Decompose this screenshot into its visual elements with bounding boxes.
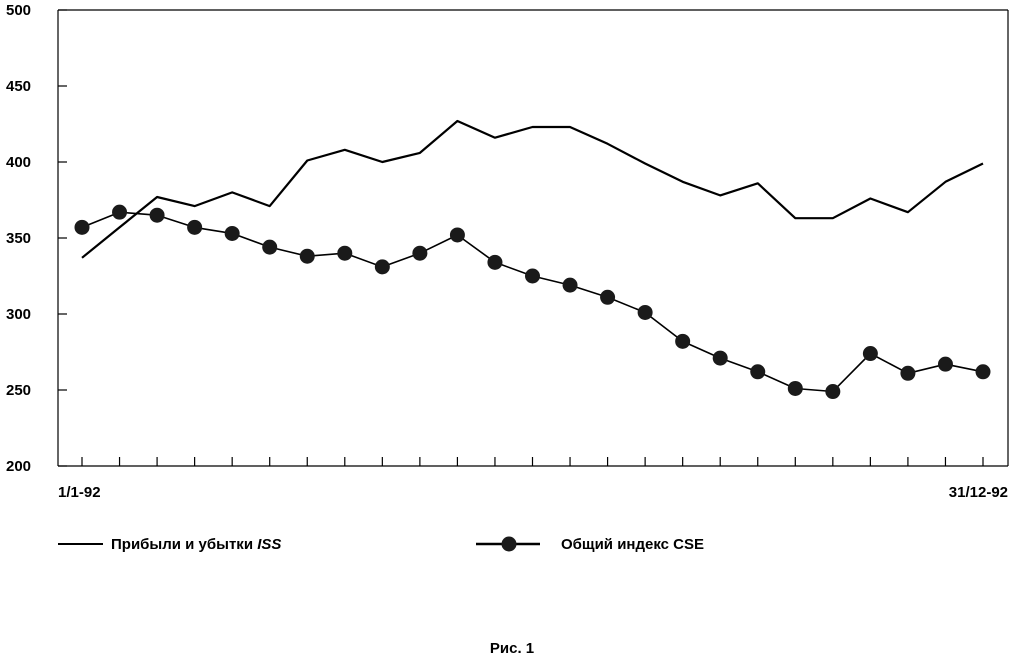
data-point-cse <box>862 346 878 362</box>
y-tick-label: 350 <box>6 230 31 247</box>
y-tick-label: 450 <box>6 78 31 95</box>
data-point-cse <box>187 219 203 235</box>
data-point-cse <box>825 384 841 400</box>
data-point-cse <box>675 333 691 349</box>
legend-label-cse: Общий индекс CSE <box>561 536 704 553</box>
x-start-label: 1/1-92 <box>58 484 101 501</box>
plot-frame <box>57 9 1009 467</box>
data-point-cse <box>900 365 916 381</box>
data-point-cse <box>449 227 465 243</box>
y-axis: 500 450 400 350 300 250 200 <box>6 2 67 475</box>
data-point-cse <box>600 289 616 305</box>
series-line-iss <box>81 119 984 259</box>
series-line-cse <box>81 211 984 393</box>
y-tick-label: 400 <box>6 154 31 171</box>
data-point-cse <box>299 248 315 264</box>
data-point-cse <box>224 225 240 241</box>
data-point-cse <box>487 254 503 270</box>
data-point-cse <box>712 350 728 366</box>
series-markers <box>74 204 991 400</box>
data-point-cse <box>74 219 90 235</box>
data-point-cse <box>149 207 165 223</box>
legend-label-iss-main: Прибыли и убытки <box>111 536 257 553</box>
legend: Прибыли и убытки ISS Общий индекс CSE <box>58 536 704 553</box>
legend-label-iss-italic: ISS <box>257 536 281 553</box>
data-point-cse <box>637 304 653 320</box>
x-axis <box>81 457 984 466</box>
legend-label-iss: Прибыли и убытки ISS <box>111 536 281 553</box>
y-tick-label: 250 <box>6 382 31 399</box>
data-point-cse <box>975 364 991 380</box>
legend-marker-cse <box>501 536 517 552</box>
data-point-cse <box>374 259 390 275</box>
data-point-cse <box>112 204 128 220</box>
y-tick-label: 500 <box>6 2 31 19</box>
data-point-cse <box>337 245 353 261</box>
y-tick-label: 200 <box>6 458 31 475</box>
data-point-cse <box>412 245 428 261</box>
series-lines <box>81 119 984 393</box>
figure-caption: Рис. 1 <box>490 640 534 657</box>
x-end-label: 31/12-92 <box>949 484 1008 501</box>
data-point-cse <box>937 356 953 372</box>
data-point-cse <box>787 380 803 396</box>
data-point-cse <box>262 239 278 255</box>
data-point-cse <box>525 268 540 284</box>
data-point-cse <box>750 364 766 380</box>
y-tick-label: 300 <box>6 306 31 323</box>
data-point-cse <box>562 277 578 293</box>
